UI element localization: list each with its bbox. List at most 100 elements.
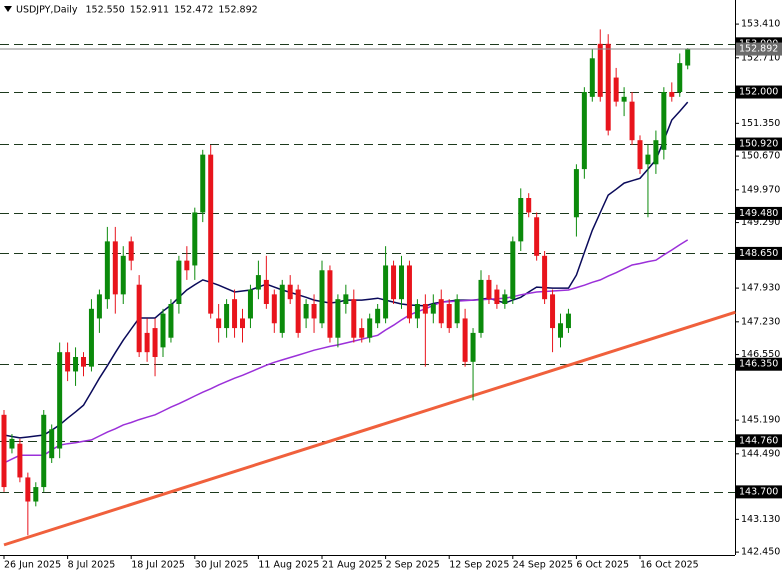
level-label: 150.920 — [739, 139, 778, 150]
candle-body — [112, 241, 118, 295]
candle-body — [685, 49, 691, 66]
x-tick-label: 24 Sep 2025 — [513, 560, 573, 571]
candle-body — [494, 289, 500, 304]
candle-body — [136, 284, 142, 353]
candle-body — [518, 198, 524, 242]
candle-body — [311, 303, 317, 319]
candle-body — [335, 299, 341, 338]
level-label-box — [736, 85, 782, 99]
candle-body — [192, 212, 198, 266]
last-price-label: 152.892 — [739, 44, 778, 55]
y-tick-label: 147.930 — [741, 283, 780, 294]
level-label-box — [736, 137, 782, 151]
candle-body — [81, 356, 86, 367]
candle-body — [240, 318, 245, 329]
y-tick-label: 142.450 — [741, 547, 780, 558]
level-label-box — [736, 485, 782, 499]
level-label: 143.700 — [739, 486, 778, 497]
candle-body — [224, 303, 230, 329]
candle-body — [645, 154, 651, 165]
candle-body — [414, 303, 420, 319]
candle-body — [232, 299, 238, 329]
candle-body — [653, 140, 659, 165]
candle-body — [359, 328, 365, 338]
candle-body — [669, 92, 675, 97]
candle-body — [454, 299, 460, 324]
candle-body — [661, 92, 667, 150]
candle-body — [9, 438, 15, 449]
candle-body — [287, 284, 293, 300]
candle-body — [176, 260, 182, 304]
candle-body — [128, 241, 134, 261]
y-tick-label: 144.490 — [741, 448, 780, 459]
x-tick-label: 30 Jul 2025 — [195, 560, 249, 571]
level-label: 146.350 — [739, 359, 778, 370]
candle-body — [558, 323, 563, 338]
candle-body — [104, 241, 110, 300]
candle-body — [438, 299, 444, 324]
candle-body — [534, 217, 540, 256]
candle-body — [73, 356, 79, 372]
candle-body — [589, 58, 595, 97]
candle-body — [88, 308, 94, 367]
candle-body — [486, 279, 492, 300]
candle-body — [57, 352, 63, 449]
x-tick-label: 26 Jun 2025 — [4, 560, 61, 571]
candle-body — [25, 477, 31, 502]
candle-body — [677, 63, 683, 93]
candle-body — [502, 294, 508, 304]
candle-body — [542, 255, 548, 300]
x-tick-label: 11 Aug 2025 — [258, 560, 319, 571]
candle-body — [406, 265, 412, 319]
y-tick-label: 143.130 — [741, 514, 780, 525]
candle-body — [573, 169, 579, 218]
candle-body — [216, 318, 222, 329]
menu-icon[interactable] — [4, 6, 12, 12]
header-value: 152.550 — [85, 5, 124, 16]
y-tick-label: 150.670 — [741, 151, 780, 162]
x-tick-label: 12 Sep 2025 — [449, 560, 509, 571]
y-tick-label: 146.550 — [741, 349, 780, 360]
level-label: 144.760 — [739, 435, 778, 446]
candle-body — [613, 77, 619, 102]
candle-body — [319, 270, 325, 324]
candle-body — [581, 92, 587, 170]
candle-body — [597, 43, 603, 97]
y-tick-label: 149.290 — [741, 217, 780, 228]
candle-body — [96, 294, 102, 319]
candle-body — [17, 443, 23, 478]
candle-body — [168, 303, 174, 338]
last-price-box — [736, 42, 782, 56]
candle-body — [255, 275, 261, 290]
candle-body — [351, 299, 357, 338]
candle-body — [144, 332, 150, 353]
candle-body — [295, 289, 301, 333]
moving-average — [3, 239, 689, 464]
header-value: 152.472 — [174, 5, 213, 16]
trend-line — [3, 310, 736, 547]
x-tick-label: 6 Oct 2025 — [576, 560, 629, 571]
candle-body — [247, 289, 253, 319]
y-tick-label: 145.190 — [741, 415, 780, 426]
candle-body — [160, 313, 166, 348]
candle-body — [327, 270, 333, 338]
x-tick-label: 21 Aug 2025 — [322, 560, 383, 571]
candle-body — [430, 303, 436, 314]
candle-body — [422, 303, 428, 314]
candle-body — [565, 313, 571, 329]
level-label-box — [736, 434, 782, 448]
candle-body — [621, 96, 627, 102]
candle-body — [383, 265, 389, 319]
candle-body — [49, 429, 55, 459]
candle-body — [605, 43, 611, 131]
x-tick-label: 18 Jul 2025 — [131, 560, 185, 571]
candle-body — [263, 279, 269, 304]
candle-body — [462, 318, 468, 362]
y-tick-label: 151.350 — [741, 118, 780, 129]
candle-body — [41, 414, 47, 488]
candle-body — [391, 265, 397, 300]
candle-body — [367, 318, 373, 338]
candle-body — [343, 294, 349, 304]
candle-body — [375, 308, 381, 324]
